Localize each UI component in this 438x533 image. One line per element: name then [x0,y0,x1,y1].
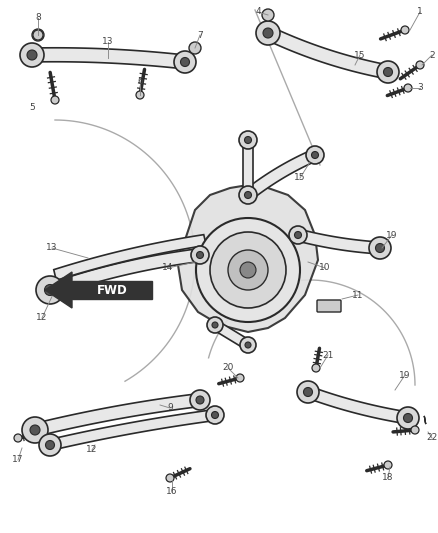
Circle shape [36,276,64,304]
Circle shape [377,61,399,83]
Circle shape [256,21,280,45]
Circle shape [46,440,54,449]
Circle shape [27,50,37,60]
Polygon shape [49,249,201,296]
Circle shape [304,387,312,397]
Circle shape [240,262,256,278]
Circle shape [174,51,196,73]
FancyBboxPatch shape [317,300,341,312]
Polygon shape [307,386,410,424]
Text: 19: 19 [386,230,398,239]
Circle shape [22,417,48,443]
Text: 6: 6 [137,77,143,86]
Text: 8: 8 [35,13,41,22]
Text: 19: 19 [399,370,411,379]
Text: 12: 12 [36,313,48,322]
Circle shape [401,26,409,34]
Polygon shape [266,26,390,79]
Text: 2: 2 [429,51,435,60]
Text: 1: 1 [417,7,423,17]
Circle shape [212,411,219,418]
Circle shape [369,237,391,259]
Polygon shape [54,235,206,280]
Text: 18: 18 [382,473,394,482]
Circle shape [228,250,268,290]
Text: 17: 17 [12,456,24,464]
Text: 20: 20 [223,364,234,373]
Text: 15: 15 [354,51,366,60]
Polygon shape [245,150,318,200]
Text: 21: 21 [322,351,334,359]
Circle shape [312,364,320,372]
Circle shape [384,68,392,77]
Text: 12: 12 [86,446,98,455]
Circle shape [416,61,424,69]
Circle shape [306,146,324,164]
Circle shape [33,30,43,40]
Text: 4: 4 [255,7,261,17]
Circle shape [196,396,204,404]
Circle shape [411,426,419,434]
Circle shape [210,232,286,308]
Circle shape [166,474,174,482]
Circle shape [206,406,224,424]
Circle shape [244,191,251,198]
Circle shape [236,374,244,382]
Circle shape [404,84,412,92]
Circle shape [30,425,40,435]
Circle shape [136,91,144,99]
Text: 5: 5 [29,103,35,112]
Text: 10: 10 [319,263,331,272]
Circle shape [375,244,385,253]
Polygon shape [45,272,72,308]
Circle shape [39,434,61,456]
Circle shape [240,337,256,353]
Circle shape [239,186,257,204]
Text: 22: 22 [426,433,438,442]
Polygon shape [32,48,185,69]
Text: 11: 11 [352,290,364,300]
Circle shape [20,43,44,67]
Polygon shape [49,409,216,450]
Circle shape [244,136,251,143]
Polygon shape [178,185,318,332]
Circle shape [207,317,223,333]
FancyBboxPatch shape [72,281,152,299]
Circle shape [289,226,307,244]
Circle shape [14,434,22,442]
Circle shape [51,96,59,104]
Circle shape [294,231,301,238]
Circle shape [239,131,257,149]
Circle shape [311,151,318,158]
Text: 9: 9 [167,403,173,413]
Polygon shape [243,140,253,195]
Text: 13: 13 [102,37,114,46]
Circle shape [384,461,392,469]
Circle shape [189,42,201,54]
Circle shape [191,246,209,264]
Text: FWD: FWD [97,284,127,296]
Polygon shape [34,393,201,437]
Text: 16: 16 [166,488,178,497]
Polygon shape [212,321,251,349]
Text: 7: 7 [197,30,203,39]
Circle shape [212,322,218,328]
Circle shape [397,407,419,429]
Circle shape [32,29,44,41]
Text: 15: 15 [294,174,306,182]
Circle shape [263,28,273,38]
Circle shape [190,390,210,410]
Text: 14: 14 [162,263,174,272]
Circle shape [403,414,413,423]
Text: 13: 13 [46,244,58,253]
Circle shape [262,9,274,21]
Circle shape [180,58,190,67]
Circle shape [45,285,56,295]
Circle shape [197,252,204,259]
Polygon shape [297,229,381,254]
Text: 3: 3 [417,84,423,93]
Circle shape [196,218,300,322]
Circle shape [245,342,251,348]
Circle shape [297,381,319,403]
